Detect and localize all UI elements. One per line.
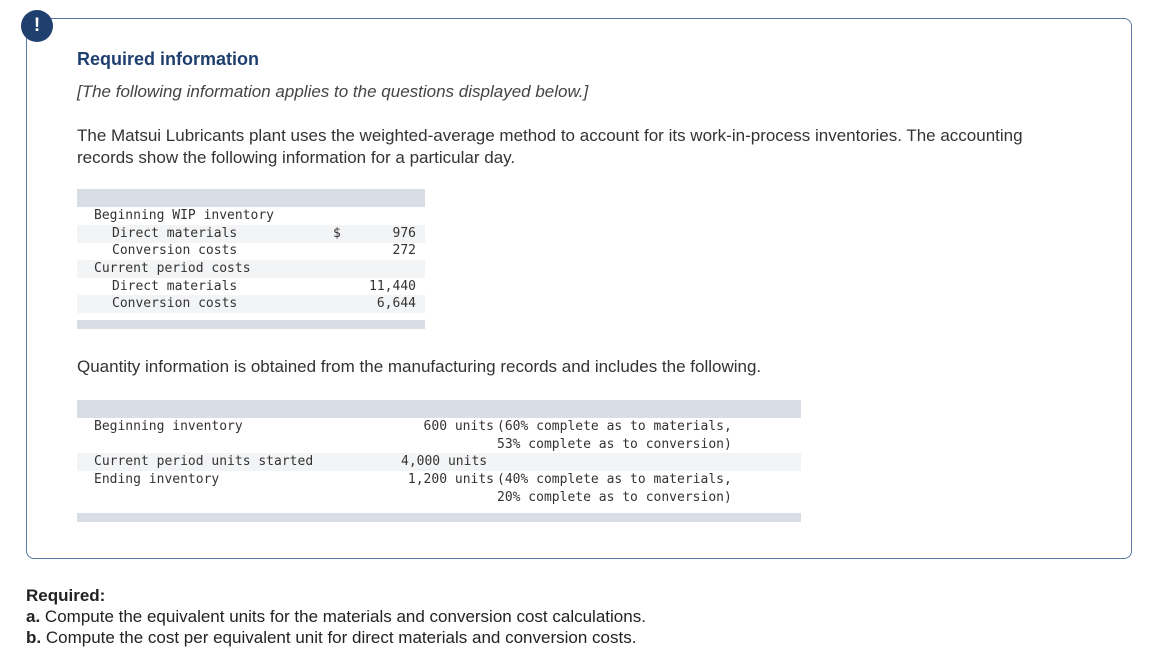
row-note: (40% complete as to materials, — [497, 472, 732, 487]
alert-icon: ! — [21, 10, 53, 42]
row-amount: 4,000 units — [401, 454, 488, 469]
requirement-a-label: a. — [26, 607, 41, 626]
table-row: Beginning WIP inventory — [77, 207, 425, 225]
row-label: Beginning WIP inventory — [94, 208, 275, 223]
row-amount: 600 units — [423, 419, 494, 434]
requirement-b-label: b. — [26, 628, 42, 647]
row-label: Beginning inventory — [94, 419, 243, 434]
table-row: Beginning inventory 600 units (60% compl… — [77, 418, 801, 436]
table-row: Direct materials 11,440 — [77, 278, 425, 296]
table-row: Current period costs — [77, 260, 425, 278]
row-note: 20% complete as to conversion) — [497, 490, 732, 505]
row-label: Conversion costs — [112, 243, 238, 258]
requirement-a-text: Compute the equivalent units for the mat… — [44, 607, 646, 626]
cost-table-header-bar — [77, 189, 425, 207]
table-row: Direct materials $ 976 — [77, 225, 425, 243]
cost-table-footer-bar — [77, 320, 425, 329]
row-note: (60% complete as to materials, — [497, 419, 732, 434]
quantity-intro-paragraph: Quantity information is obtained from th… — [77, 357, 762, 376]
table-row: Conversion costs 272 — [77, 242, 425, 260]
panel-subtitle: [The following information applies to th… — [77, 82, 589, 101]
row-label: Direct materials — [112, 279, 238, 294]
table-row: Current period units started 4,000 units — [77, 453, 801, 471]
row-value: 11,440 — [369, 279, 416, 294]
row-label: Current period units started — [94, 454, 314, 469]
required-information-panel — [26, 18, 1132, 559]
required-title: Required: — [26, 586, 106, 605]
intro-paragraph: The Matsui Lubricants plant uses the wei… — [77, 126, 1023, 167]
row-value: 6,644 — [376, 296, 416, 311]
requirement-b-text: Compute the cost per equivalent unit for… — [45, 628, 637, 647]
quantity-table-header-bar — [77, 400, 801, 418]
row-label: Direct materials — [112, 226, 238, 241]
required-section: Required: a. Compute the equivalent unit… — [26, 585, 646, 648]
panel-title: Required information — [77, 49, 260, 69]
quantity-table-footer-bar — [77, 513, 801, 522]
row-label: Conversion costs — [112, 296, 238, 311]
row-label: Ending inventory — [94, 472, 220, 487]
row-value: 272 — [392, 243, 416, 258]
requirement-b: b. Compute the cost per equivalent unit … — [26, 627, 646, 648]
table-row: 53% complete as to conversion) — [77, 436, 801, 454]
table-row: Ending inventory 1,200 units (40% comple… — [77, 471, 801, 489]
table-row: Conversion costs 6,644 — [77, 295, 425, 313]
table-row: 20% complete as to conversion) — [77, 489, 801, 507]
row-amount: 1,200 units — [407, 472, 494, 487]
row-value: 976 — [392, 226, 416, 241]
requirement-a: a. Compute the equivalent units for the … — [26, 606, 646, 627]
row-label: Current period costs — [94, 261, 251, 276]
currency-symbol: $ — [333, 226, 341, 241]
row-note: 53% complete as to conversion) — [497, 437, 732, 452]
